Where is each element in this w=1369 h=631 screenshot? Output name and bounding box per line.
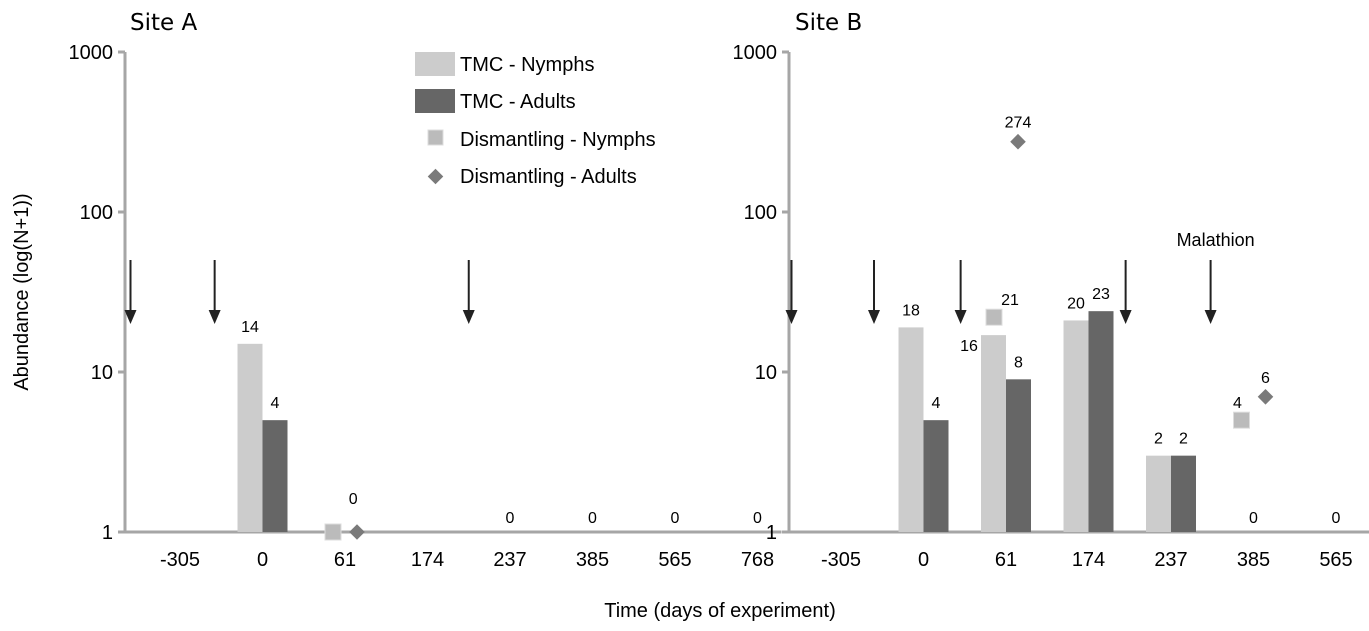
legend-marker-dis-nymphs: [427, 129, 444, 146]
y-tick-label: 1000: [69, 42, 114, 64]
data-label-zero: 0: [588, 510, 597, 527]
data-label: 8: [1014, 354, 1023, 371]
x-tick-label: 0: [918, 549, 929, 571]
bar-tmc-nymphs: [237, 343, 263, 532]
legend-label-tmc-nymphs: TMC - Nymphs: [460, 54, 594, 76]
legend-marker-dis-adults: [427, 168, 444, 185]
x-tick-label: 565: [658, 549, 691, 571]
legend-label-tmc-adults: TMC - Adults: [460, 91, 576, 113]
data-label-zero: 0: [1249, 510, 1258, 527]
treatment-arrow-head: [1119, 310, 1132, 324]
x-tick-label: 385: [1237, 549, 1270, 571]
x-tick-label: 237: [1154, 549, 1187, 571]
treatment-arrow-head: [868, 310, 880, 324]
y-tick-label: 1: [102, 522, 113, 544]
treatment-arrow-head: [124, 310, 137, 324]
x-tick-label: 768: [741, 549, 774, 571]
x-tick-label: -305: [821, 549, 861, 571]
point-dismantling-nymphs: [324, 523, 342, 541]
data-label: 20: [1067, 295, 1085, 312]
x-axis-title: Time (days of experiment): [604, 600, 836, 622]
x-tick-label: 174: [411, 549, 444, 571]
data-label-zero: 0: [349, 491, 358, 508]
bar-tmc-adults: [262, 420, 288, 532]
legend: TMC - Nymphs TMC - Adults Dismantling - …: [415, 52, 656, 188]
point-dismantling-adults: [349, 524, 365, 540]
x-tick-label: 565: [1319, 549, 1352, 571]
x-tick-label: -305: [160, 549, 200, 571]
data-label: 2: [1154, 431, 1163, 448]
data-label: 18: [902, 302, 920, 319]
bar-tmc-adults: [923, 420, 949, 532]
data-label-zero: 0: [1332, 510, 1341, 527]
data-label-zero: 0: [506, 510, 515, 527]
legend-swatch-tmc-nymphs: [415, 52, 455, 76]
y-axis-title: Abundance (log(N+1)): [11, 193, 33, 390]
data-label: 23: [1092, 286, 1110, 303]
panel-site-b: Site B 1 10 100 1000 -305 0 61 174 237 385 565 768 1…: [733, 10, 1369, 571]
legend-swatch-tmc-adults: [415, 89, 455, 113]
bar-tmc-nymphs: [898, 327, 924, 532]
point-dismantling-nymphs: [1233, 411, 1250, 429]
x-tick-label: 0: [257, 549, 268, 571]
x-tick-label: 61: [995, 549, 1017, 571]
data-label: 16: [960, 338, 978, 355]
bar-tmc-nymphs: [1063, 320, 1089, 532]
data-label: 6: [1261, 370, 1270, 387]
treatment-arrow-head: [785, 310, 798, 324]
data-label: 4: [1233, 395, 1242, 412]
bar-tmc-adults: [1006, 379, 1031, 532]
point-dismantling-nymphs: [985, 308, 1003, 326]
panel-title-site-b: Site B: [795, 10, 862, 36]
data-label-zero: 0: [753, 510, 762, 527]
legend-label-dis-adults: Dismantling - Adults: [460, 166, 637, 188]
data-label: 21: [1001, 292, 1019, 309]
legend-label-dis-nymphs: Dismantling - Nymphs: [460, 129, 656, 151]
treatment-arrow-head: [208, 310, 221, 324]
bar-tmc-adults: [1088, 311, 1114, 532]
treatment-arrow-head: [462, 310, 475, 324]
y-tick-label: 100: [80, 202, 113, 224]
data-label: 14: [241, 319, 259, 336]
data-label: 274: [1005, 115, 1032, 132]
bar-tmc-adults: [1171, 455, 1196, 532]
y-tick-label: 10: [91, 362, 113, 384]
point-dismantling-adults: [1010, 133, 1026, 150]
data-label: 2: [1179, 431, 1188, 448]
y-tick-label: 1: [766, 522, 777, 544]
panel-title-site-a: Site A: [130, 10, 197, 36]
x-tick-label: 61: [334, 549, 356, 571]
bar-tmc-nymphs: [981, 335, 1006, 532]
x-tick-label: 385: [576, 549, 609, 571]
annotation-malathion: Malathion: [1177, 230, 1255, 250]
treatment-arrow-head: [1204, 310, 1217, 324]
data-label-zero: 0: [671, 510, 680, 527]
data-label: 4: [932, 395, 941, 412]
data-label: 4: [271, 395, 280, 412]
y-tick-label: 1000: [733, 42, 778, 64]
x-tick-label: 237: [493, 549, 526, 571]
y-tick-label: 10: [755, 362, 777, 384]
point-dismantling-adults: [1257, 389, 1274, 405]
y-tick-label: 100: [744, 202, 777, 224]
x-tick-label: 174: [1072, 549, 1105, 571]
treatment-arrow-head: [954, 310, 967, 324]
bar-tmc-nymphs: [1146, 455, 1171, 532]
